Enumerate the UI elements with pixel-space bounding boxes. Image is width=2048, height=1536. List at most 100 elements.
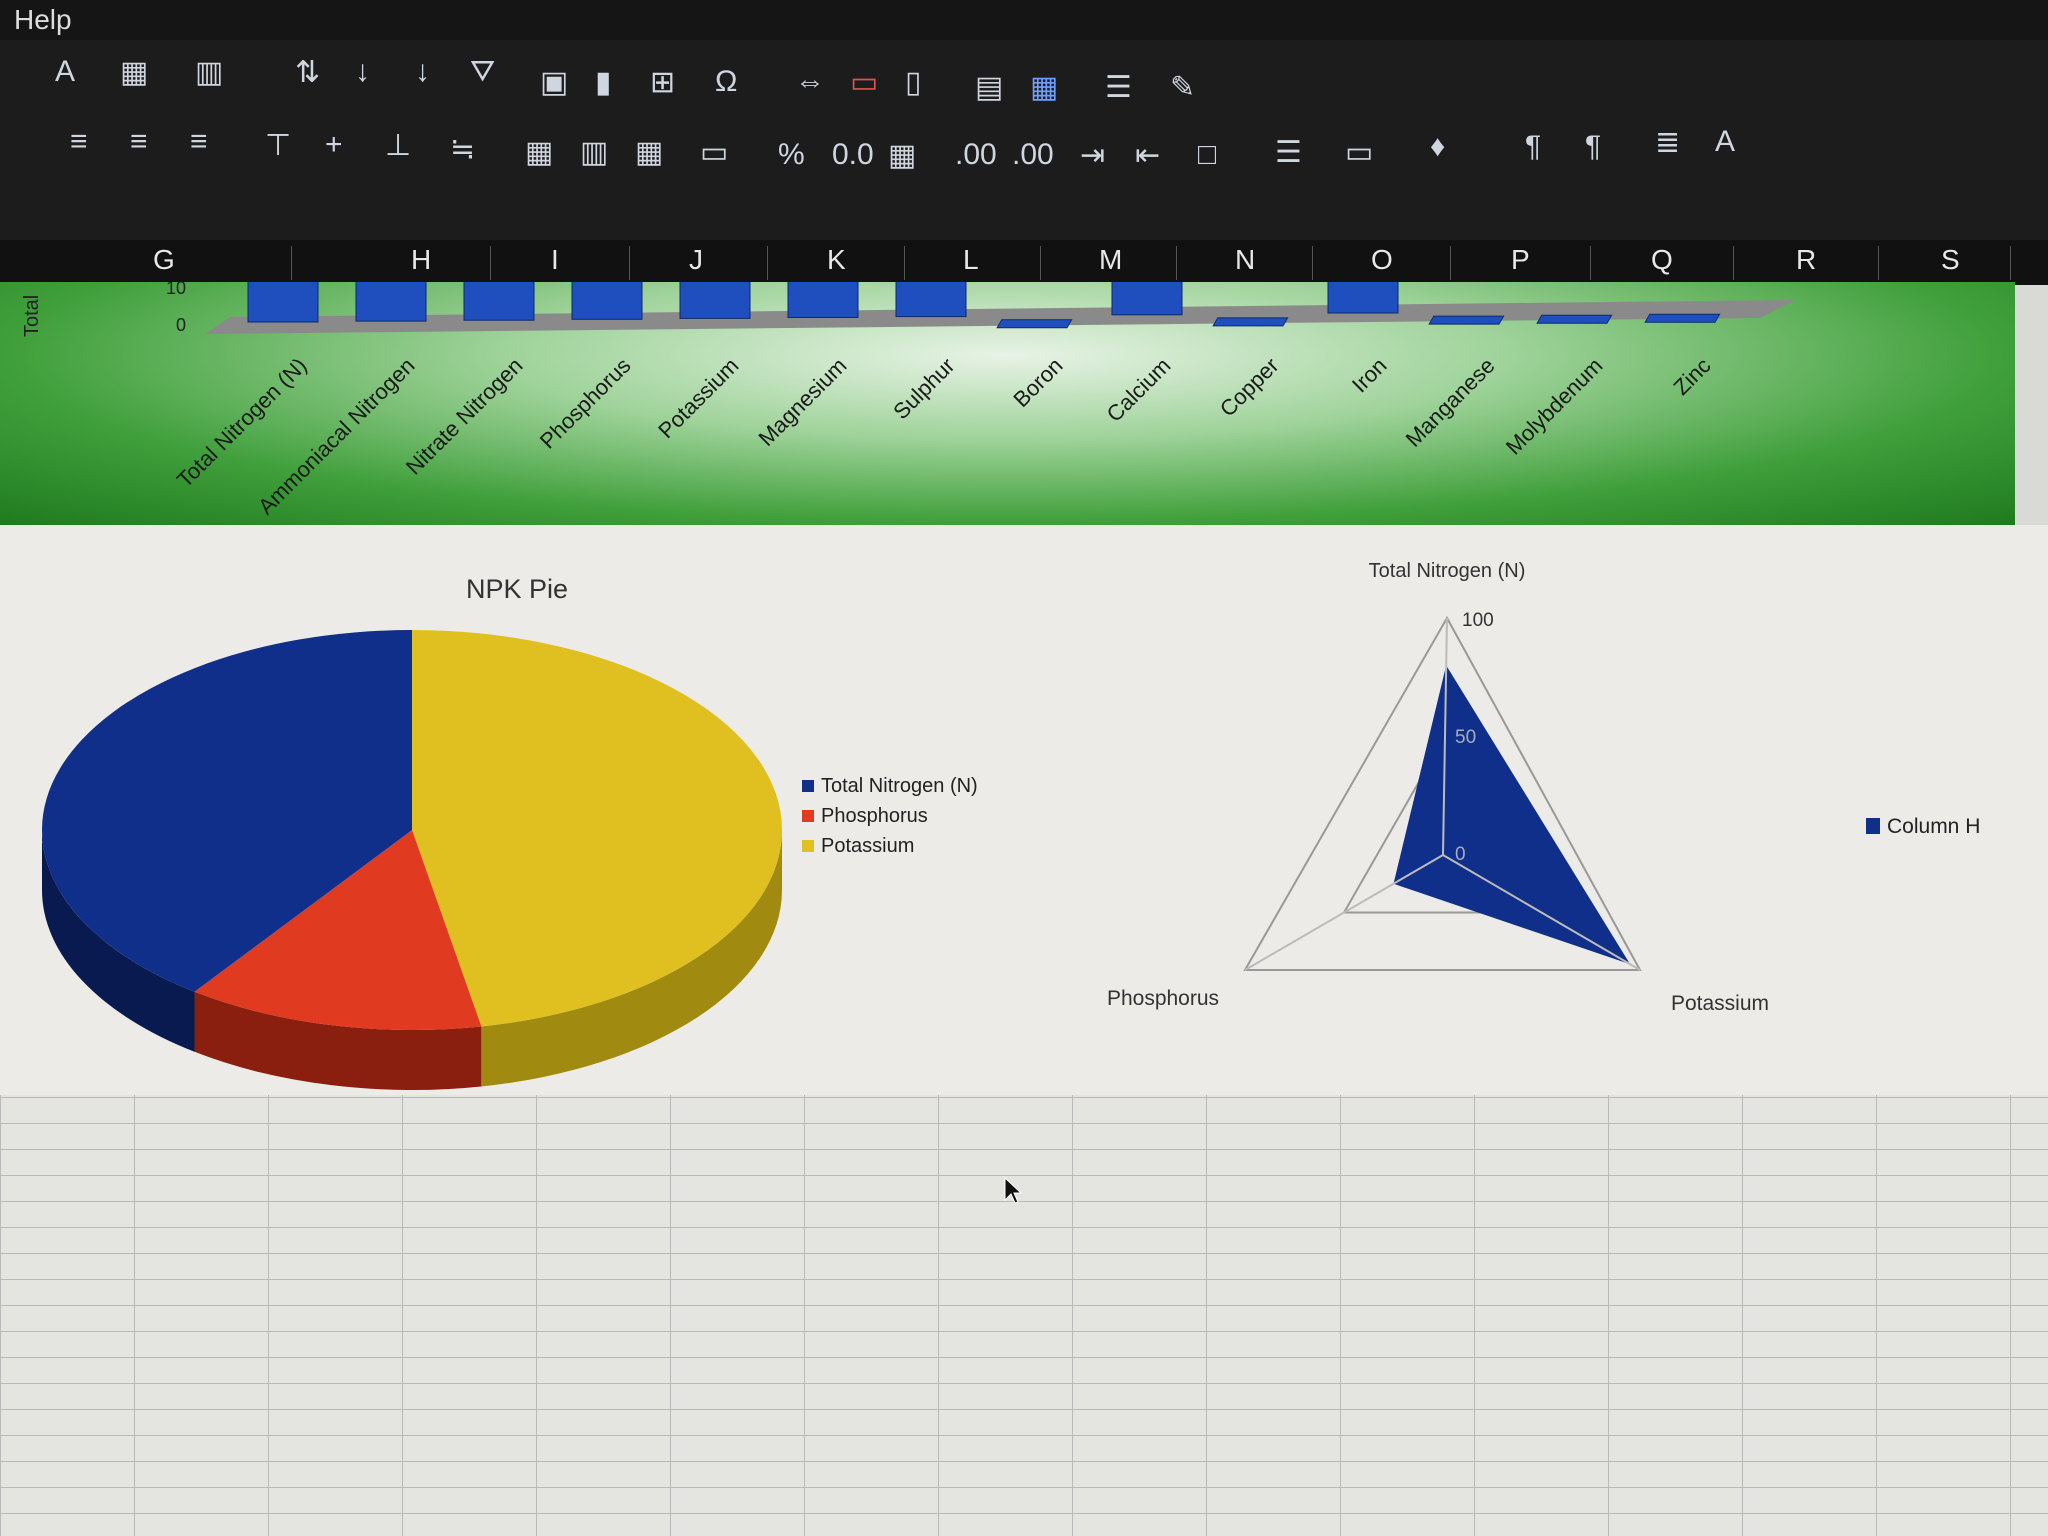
column-header-i[interactable]: I [551, 244, 559, 275]
date-format-icon[interactable]: ▦ [888, 139, 917, 172]
wrap-text-icon[interactable]: ≒ [450, 133, 476, 166]
unmerge-icon[interactable]: ▦ [635, 136, 664, 169]
x-tick-label: Nitrate Nitrogen [401, 353, 528, 480]
x-tick-label: Sulphur [888, 353, 959, 424]
x-tick-label: Zinc [1668, 353, 1715, 400]
legend-label: Total Nitrogen (N) [821, 775, 978, 797]
bar [1327, 270, 1399, 314]
align-top-icon[interactable]: ⊤ [265, 129, 292, 162]
vertical-text-icon[interactable]: A [1715, 125, 1736, 158]
text-orientation-icon[interactable]: ≣ [1655, 126, 1681, 159]
background-color-icon[interactable]: ♦ [1430, 130, 1446, 163]
border-color-icon[interactable]: ▭ [1345, 136, 1374, 169]
special-character-icon[interactable]: Ω [715, 65, 738, 98]
merge-center-icon[interactable]: ▥ [580, 136, 609, 169]
axis-tick-label: 50 [1455, 727, 1476, 748]
bar [463, 277, 535, 321]
x-tick-label: Calcium [1102, 353, 1176, 427]
radar-axis [1442, 854, 1641, 971]
bar [1428, 315, 1505, 325]
bar-chart[interactable]: Total 10 0 Total Nitrogen (N) Ammoniacal Nit… [0, 270, 2015, 525]
column-headers: G H I J K L M N O P Q R S [0, 240, 2048, 285]
border-style-icon[interactable]: ☰ [1275, 136, 1302, 169]
columns-icon[interactable]: ▥ [195, 56, 224, 89]
axis-label: Phosphorus [1107, 987, 1219, 1010]
autofilter-icon[interactable]: ⛛ [470, 55, 496, 88]
column-divider [1877, 246, 1879, 280]
bar [1212, 317, 1289, 327]
print-range-icon[interactable]: ▤ [975, 71, 1004, 104]
column-divider [1176, 246, 1177, 280]
column-header-p[interactable]: P [1511, 244, 1530, 275]
align-bottom-icon[interactable]: ⊥ [385, 129, 412, 162]
percent-icon[interactable]: % [778, 138, 805, 171]
bar [895, 274, 967, 318]
bar [355, 278, 427, 322]
number-format-icon[interactable]: 0.0 [832, 138, 874, 171]
delete-decimal-icon[interactable]: .00 [1012, 138, 1054, 171]
column-header-n[interactable]: N [1235, 244, 1256, 275]
bar [571, 276, 643, 320]
column-header-g[interactable]: G [153, 244, 175, 275]
center-vertically-icon[interactable]: + [325, 128, 343, 161]
freeze-rows-icon[interactable]: ▦ [1030, 71, 1059, 104]
column-header-q[interactable]: Q [1651, 244, 1673, 275]
decrease-indent-icon[interactable]: ⇤ [1135, 139, 1161, 172]
column-header-r[interactable]: R [1796, 244, 1817, 275]
insert-chart-icon[interactable]: ▮ [595, 66, 612, 99]
draw-icon[interactable]: ✎ [1170, 71, 1196, 104]
merge-cells-icon[interactable]: ▦ [525, 136, 554, 169]
column-header-k[interactable]: K [827, 244, 846, 275]
sort-icon[interactable]: ⇅ [295, 56, 321, 89]
column-header-o[interactable]: O [1371, 244, 1393, 275]
split-window-icon[interactable]: ☰ [1105, 71, 1132, 104]
toolbars: A ▦ ▥ ⇅ ↓ ↓ ⛛ ▣ ▮ ⊞ Ω ⇔ ▭ ▯ ▤ ▦ ☰ ✎ ≡ ≡ … [0, 40, 2048, 240]
column-header-m[interactable]: M [1099, 244, 1123, 275]
comment-icon[interactable]: ▭ [850, 66, 879, 99]
axis-tick-label: 0 [1455, 844, 1466, 865]
align-center-icon[interactable]: ≡ [130, 125, 148, 158]
x-tick-label: Manganese [1401, 353, 1500, 452]
table-icon[interactable]: ▦ [120, 56, 149, 89]
x-tick-label: Potassium [653, 353, 743, 443]
right-to-left-icon[interactable]: ¶ [1585, 130, 1602, 163]
pie-slice [41, 630, 412, 992]
borders-icon[interactable]: □ [1198, 138, 1217, 171]
legend-label: Potassium [821, 835, 914, 857]
pie-slice-side [481, 830, 782, 1087]
column-header-l[interactable]: L [963, 244, 979, 275]
align-left-icon[interactable]: ≡ [70, 125, 88, 158]
radar-grid [1243, 615, 1642, 971]
legend-label: Column H [1887, 815, 1980, 838]
increase-indent-icon[interactable]: ⇥ [1080, 139, 1106, 172]
x-tick-label: Molybdenum [1501, 353, 1608, 460]
currency-icon[interactable]: ▭ [700, 136, 729, 169]
add-decimal-icon[interactable]: .00 [955, 138, 997, 171]
y-axis-title: Total [21, 295, 43, 337]
column-header-s[interactable]: S [1941, 244, 1960, 275]
headers-footers-icon[interactable]: ▯ [905, 66, 922, 99]
column-header-j[interactable]: J [689, 244, 703, 275]
column-header-h[interactable]: H [411, 244, 432, 275]
pie-chart[interactable]: NPK Pie Total Nitrogen (N) Phosphorus Potas… [0, 525, 1000, 1095]
chart-title: NPK Pie [466, 574, 568, 604]
align-right-icon[interactable]: ≡ [190, 125, 208, 158]
x-tick-label: Boron [1008, 353, 1067, 412]
left-to-right-icon[interactable]: ¶ [1525, 130, 1542, 163]
sort-ascending-icon[interactable]: ↓ [355, 55, 370, 88]
insert-image-icon[interactable]: ▣ [540, 66, 569, 99]
hyperlink-icon[interactable]: ⇔ [795, 65, 825, 98]
pie-slice [194, 830, 482, 1030]
fontwork-icon[interactable]: A [55, 55, 76, 88]
bar [1536, 314, 1613, 324]
mouse-cursor-icon [1004, 1176, 1023, 1204]
pivot-table-icon[interactable]: ⊞ [650, 66, 676, 99]
bar [1644, 313, 1721, 323]
x-tick-label: Copper [1215, 353, 1284, 422]
sort-descending-icon[interactable]: ↓ [415, 55, 430, 88]
radar-chart[interactable]: 100 50 0 Total Nitrogen (N) Potassium Phospho… [1000, 525, 2048, 1095]
y-tick-label: 10 [166, 282, 186, 298]
radar-axis [1244, 854, 1444, 971]
column-divider [629, 246, 630, 280]
menu-help[interactable]: Help [14, 4, 72, 35]
